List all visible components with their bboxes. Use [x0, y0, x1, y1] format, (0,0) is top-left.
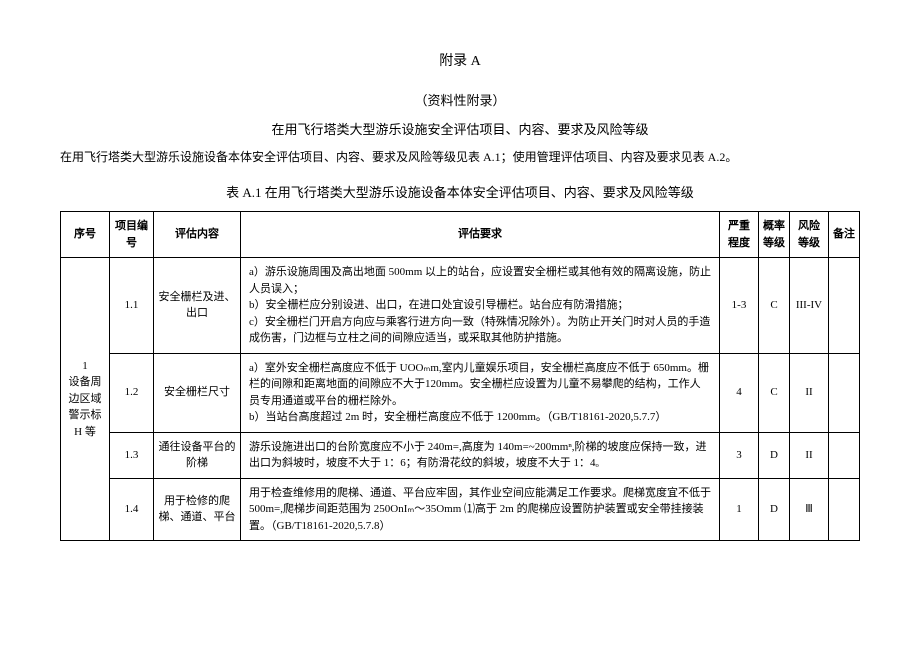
col-sev: 严重程度	[720, 212, 759, 258]
doc-title: 在用飞行塔类大型游乐设施安全评估项目、内容、要求及风险等级	[60, 119, 860, 138]
cell-req: a）室外安全栅栏高度应不低于 UOOₘm,室内儿童娱乐项目，安全栅栏高度应不低于…	[241, 353, 720, 432]
cell-risk: III-IV	[790, 258, 829, 354]
assessment-table: 序号 项目编号 评估内容 评估要求 严重程度 概率等级 风险等级 备注 1 设备…	[60, 211, 860, 541]
cell-sev: 4	[720, 353, 759, 432]
cell-note	[829, 432, 860, 478]
col-seq: 序号	[61, 212, 110, 258]
cell-risk: II	[790, 353, 829, 432]
col-risk: 风险等级	[790, 212, 829, 258]
cell-sev: 3	[720, 432, 759, 478]
cell-risk: Ⅲ	[790, 478, 829, 541]
intro-paragraph: 在用飞行塔类大型游乐设施设备本体安全评估项目、内容、要求及风险等级见表 A.1；…	[60, 148, 860, 167]
cell-sev: 1	[720, 478, 759, 541]
cell-req: a）游乐设施周围及高出地面 500mm 以上的站台，应设置安全栅栏或其他有效的隔…	[241, 258, 720, 354]
table-row: 1.3 通往设备平台的阶梯 游乐设施进出口的台阶宽度应不小于 240m=,高度为…	[61, 432, 860, 478]
cell-prob: D	[759, 478, 790, 541]
table-header-row: 序号 项目编号 评估内容 评估要求 严重程度 概率等级 风险等级 备注	[61, 212, 860, 258]
table-row: 1 设备周边区域警示标 H 等 1.1 安全栅栏及进、出口 a）游乐设施周围及高…	[61, 258, 860, 354]
col-prob: 概率等级	[759, 212, 790, 258]
cell-itemno: 1.2	[110, 353, 154, 432]
cell-note	[829, 353, 860, 432]
cell-note	[829, 258, 860, 354]
cell-prob: C	[759, 353, 790, 432]
cell-prob: C	[759, 258, 790, 354]
cell-req: 游乐设施进出口的台阶宽度应不小于 240m=,高度为 140m=~200mmⁿ,…	[241, 432, 720, 478]
cell-note	[829, 478, 860, 541]
col-note: 备注	[829, 212, 860, 258]
group-cell: 1 设备周边区域警示标 H 等	[61, 258, 110, 541]
group-label: 设备周边区域警示标 H 等	[65, 374, 105, 440]
cell-content: 安全栅栏尺寸	[154, 353, 241, 432]
table-title: 表 A.1 在用飞行塔类大型游乐设施设备本体安全评估项目、内容、要求及风险等级	[60, 182, 860, 201]
cell-content: 通往设备平台的阶梯	[154, 432, 241, 478]
table-body: 1 设备周边区域警示标 H 等 1.1 安全栅栏及进、出口 a）游乐设施周围及高…	[61, 258, 860, 541]
table-row: 1.4 用于检修的爬梯、通道、平台 用于检查维修用的爬梯、通道、平台应牢固，其作…	[61, 478, 860, 541]
cell-req: 用于检查维修用的爬梯、通道、平台应牢固，其作业空间应能满足工作要求。爬梯宽度宜不…	[241, 478, 720, 541]
appendix-label: 附录 A	[60, 50, 860, 70]
table-row: 1.2 安全栅栏尺寸 a）室外安全栅栏高度应不低于 UOOₘm,室内儿童娱乐项目…	[61, 353, 860, 432]
cell-itemno: 1.3	[110, 432, 154, 478]
cell-content: 安全栅栏及进、出口	[154, 258, 241, 354]
col-req: 评估要求	[241, 212, 720, 258]
cell-risk: II	[790, 432, 829, 478]
group-seq: 1	[65, 358, 105, 375]
subtitle: （资料性附录）	[60, 90, 860, 109]
cell-prob: D	[759, 432, 790, 478]
col-itemno: 项目编号	[110, 212, 154, 258]
cell-itemno: 1.4	[110, 478, 154, 541]
col-content: 评估内容	[154, 212, 241, 258]
cell-content: 用于检修的爬梯、通道、平台	[154, 478, 241, 541]
cell-sev: 1-3	[720, 258, 759, 354]
cell-itemno: 1.1	[110, 258, 154, 354]
